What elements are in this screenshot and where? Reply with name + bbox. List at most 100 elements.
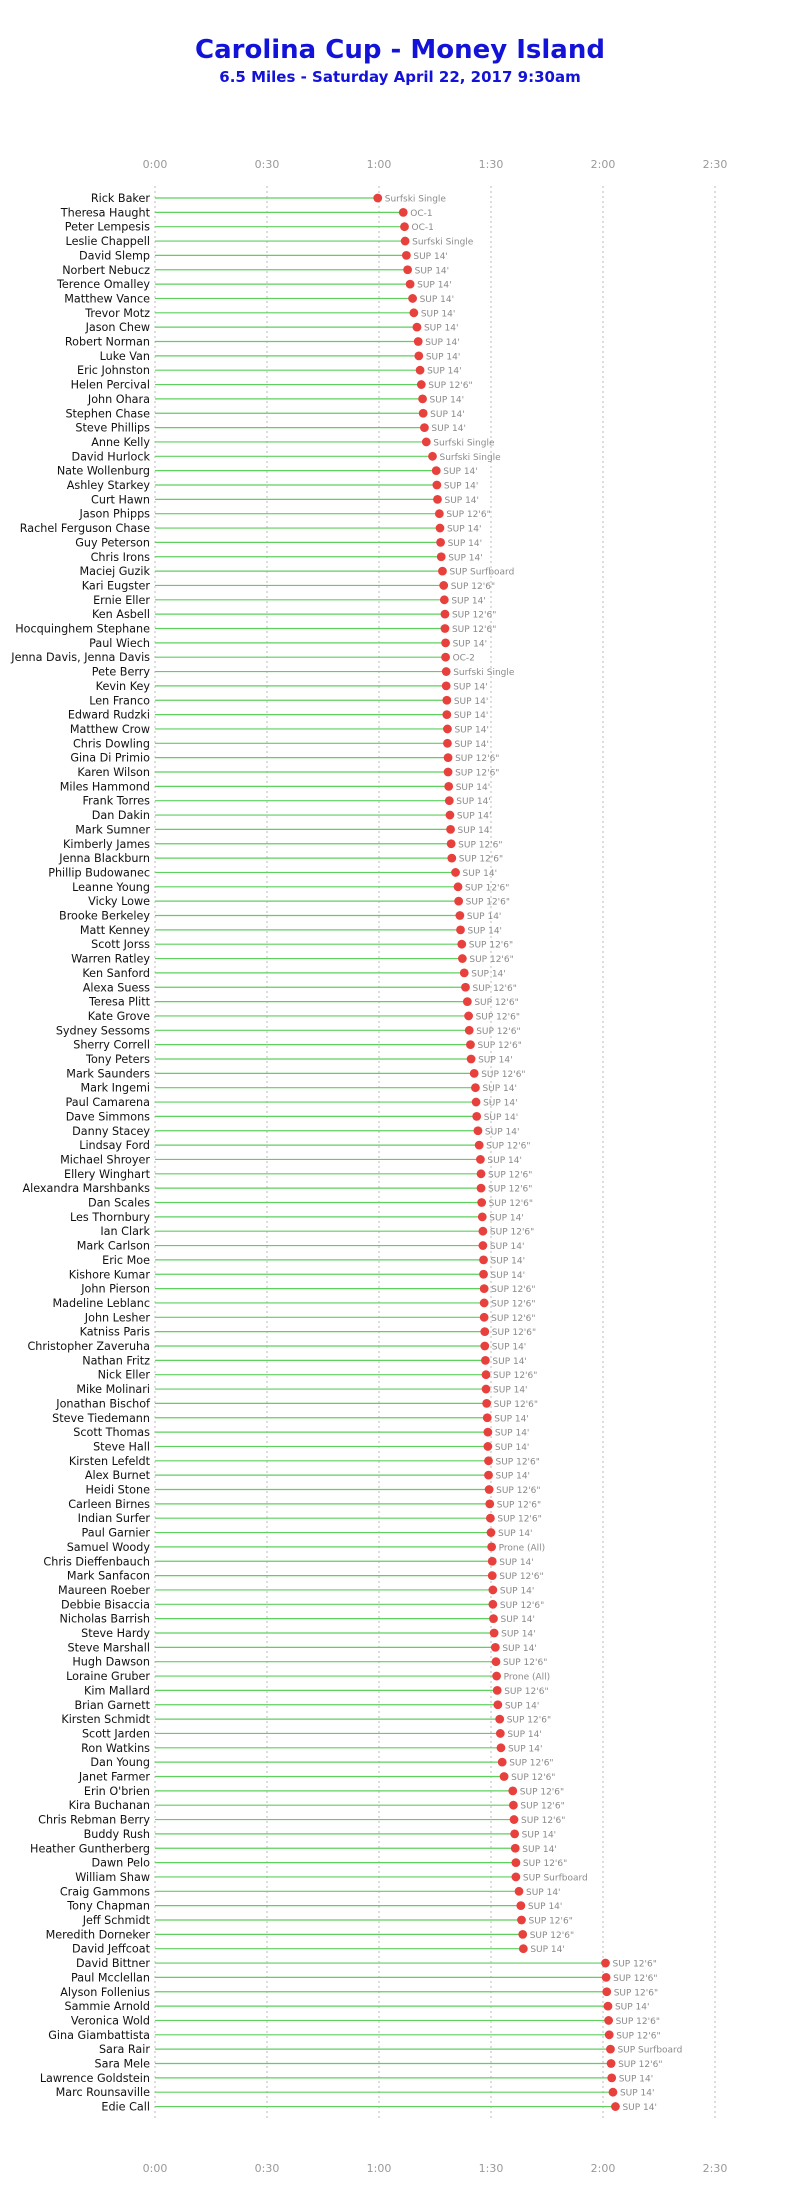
racer-name: Mark Sumner — [75, 823, 150, 836]
racer-name: Edward Rudzki — [68, 709, 150, 722]
class-label: SUP 12'6" — [446, 510, 490, 520]
finish-point — [462, 997, 472, 1006]
class-label: SUP 12'6" — [455, 754, 499, 764]
racer-name: Meredith Dorneker — [46, 1928, 151, 1941]
class-label: SUP 12'6" — [459, 855, 503, 865]
finish-point — [601, 1958, 610, 1968]
class-label: SUP 14' — [454, 697, 489, 707]
class-label: SUP 12'6" — [523, 1859, 567, 1869]
finish-point — [441, 638, 450, 648]
racer-name: Scott Jorss — [91, 938, 150, 951]
racer-name: Luke Van — [100, 350, 150, 363]
finish-point — [481, 1355, 490, 1365]
class-label: Surfski Single — [453, 668, 515, 678]
racer-name: Brooke Berkeley — [59, 910, 150, 923]
class-label: SUP 14' — [413, 252, 448, 262]
x-tick-label: 2:30 — [703, 2162, 728, 2175]
finish-point — [489, 1614, 498, 1624]
class-label: SUP 12'6" — [503, 1658, 547, 1668]
class-label: SUP 14' — [522, 1845, 557, 1855]
finish-point — [443, 724, 452, 734]
finish-point — [438, 566, 447, 576]
class-label: SUP 12'6" — [497, 1515, 541, 1525]
racer-name: Peter Lempesis — [65, 221, 150, 234]
class-label: SUP 14' — [485, 1127, 520, 1137]
class-label: SUP 14' — [615, 2003, 650, 2013]
finish-point — [431, 466, 441, 476]
finish-point — [456, 925, 465, 935]
class-label: SUP 12'6" — [528, 1917, 572, 1927]
finish-point — [509, 1800, 518, 1810]
finish-point — [492, 1671, 501, 1681]
class-label: Surfski Single — [433, 438, 495, 448]
racer-name: Lawrence Goldstein — [40, 2072, 150, 2085]
racer-name: Kim Mallard — [84, 1684, 150, 1697]
finish-point — [446, 839, 456, 849]
class-label: SUP 14' — [430, 395, 465, 405]
racer-name: Ernie Eller — [93, 594, 150, 607]
x-tick-label: 1:30 — [479, 2162, 504, 2175]
racer-name: Leanne Young — [72, 881, 150, 894]
class-label: SUP 12'6" — [616, 2031, 660, 2041]
racer-name: Steve Marshall — [67, 1641, 150, 1654]
finish-point — [484, 1470, 493, 1480]
class-label: SUP 14' — [495, 1443, 530, 1453]
class-label: Prone (All) — [499, 1543, 546, 1553]
racer-name: Matt Kenney — [80, 924, 151, 937]
racer-name: Hocquinghem Stephane — [15, 623, 150, 636]
class-label: SUP 14' — [471, 969, 506, 979]
class-label: SUP 12'6" — [452, 625, 496, 635]
finish-point — [484, 1456, 493, 1466]
finish-point — [442, 695, 452, 705]
racer-name: Mike Molinari — [76, 1383, 150, 1396]
class-label: SUP Surfboard — [617, 2046, 682, 2056]
class-label: SUP 12'6" — [614, 1988, 658, 1998]
finish-point — [487, 1571, 497, 1580]
class-label: SUP 14' — [494, 1414, 529, 1424]
class-label: SUP 12'6" — [618, 2060, 662, 2070]
finish-point — [401, 251, 411, 260]
racer-name: Dave Simmons — [66, 1110, 150, 1123]
racer-name: Warren Ratley — [71, 953, 150, 966]
racer-name: Curt Hawn — [91, 493, 150, 506]
racer-name: Veronica Wold — [71, 2014, 150, 2027]
finish-point — [416, 380, 426, 389]
finish-point — [509, 1815, 519, 1824]
x-tick-label: 0:30 — [255, 158, 280, 171]
class-label: SUP 12'6" — [481, 1070, 525, 1080]
class-label: SUP 14' — [620, 2089, 655, 2099]
class-label: SUP 14' — [505, 1701, 540, 1711]
racer-name: Sara Mele — [95, 2058, 151, 2071]
racer-name: Sara Rair — [99, 2043, 150, 2056]
class-label: SUP 12'6" — [500, 1601, 544, 1611]
racer-name: Heidi Stone — [86, 1484, 151, 1497]
finish-point — [518, 1929, 528, 1939]
finish-point — [477, 1212, 487, 1222]
class-label: SUP 12'6" — [486, 1142, 530, 1152]
racer-name: Ron Watkins — [81, 1742, 150, 1755]
finish-point — [495, 1714, 505, 1724]
racer-name: Steve Hall — [93, 1440, 150, 1453]
finish-point — [510, 1829, 520, 1839]
finish-point — [602, 1987, 612, 1997]
finish-point — [412, 322, 422, 332]
finish-point — [457, 939, 467, 949]
finish-point — [441, 681, 451, 691]
racer-name: Alyson Follenius — [60, 1986, 150, 1999]
finish-point — [495, 1729, 505, 1738]
racer-name: Jonathan Bischof — [55, 1397, 151, 1410]
class-label: SUP 14' — [443, 467, 478, 477]
finish-point — [433, 494, 442, 504]
class-label: SUP 14' — [483, 1099, 518, 1109]
class-label: SUP 14' — [492, 1357, 527, 1367]
class-label: SUP 14' — [493, 1386, 528, 1396]
class-label: SUP 14' — [619, 2074, 654, 2084]
racer-name: Nick Eller — [98, 1369, 151, 1382]
racer-name: Indian Surfer — [78, 1512, 151, 1525]
racer-name: Ellery Winghart — [64, 1168, 151, 1181]
class-label: SUP 12'6" — [504, 1687, 548, 1697]
class-label: SUP 12'6" — [493, 1371, 537, 1381]
racer-name: Maureen Roeber — [58, 1584, 150, 1597]
class-label: SUP 12'6" — [469, 941, 513, 951]
racer-name: Norbert Nebucz — [62, 264, 150, 277]
